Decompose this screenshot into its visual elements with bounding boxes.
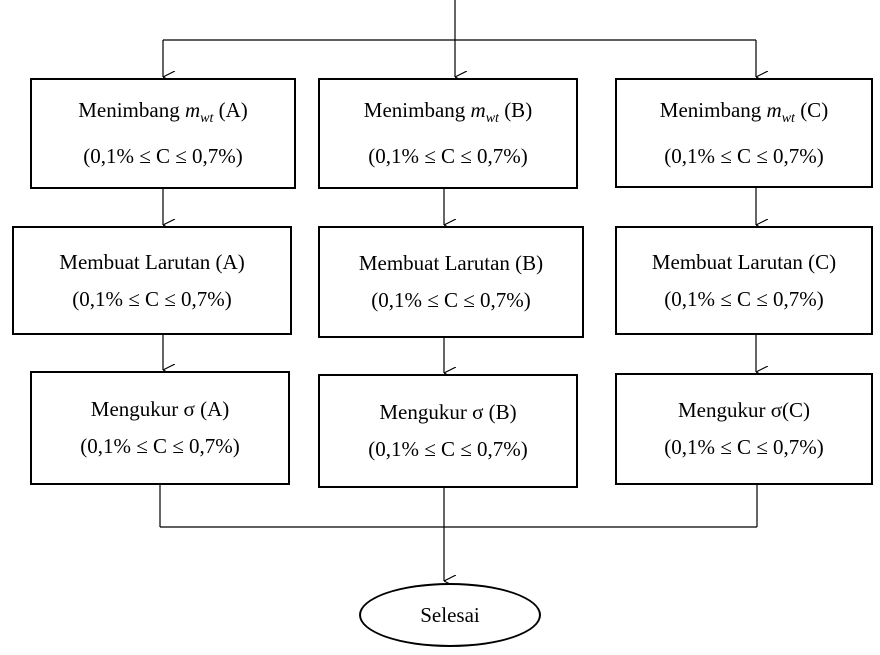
solution-box-b: Membuat Larutan (B) (0,1% ≤ C ≤ 0,7%) [318,226,584,338]
weigh-box-c: Menimbang mwt (C) (0,1% ≤ C ≤ 0,7%) [615,78,873,188]
solution-condition-a: (0,1% ≤ C ≤ 0,7%) [72,286,232,311]
measure-box-c: Mengukur σ(C) (0,1% ≤ C ≤ 0,7%) [615,373,873,485]
measure-box-b: Mengukur σ (B) (0,1% ≤ C ≤ 0,7%) [318,374,578,488]
end-label: Selesai [420,602,480,627]
weigh-condition-c: (0,1% ≤ C ≤ 0,7%) [664,143,824,168]
weigh-title-a: Menimbang mwt (A) [78,98,248,126]
weigh-condition-a: (0,1% ≤ C ≤ 0,7%) [83,144,243,168]
measure-condition-c: (0,1% ≤ C ≤ 0,7%) [664,435,824,459]
weigh-title-c: Menimbang mwt (C) [659,97,829,126]
solution-condition-b: (0,1% ≤ C ≤ 0,7%) [371,288,531,312]
measure-box-a: Mengukur σ (A) (0,1% ≤ C ≤ 0,7%) [30,371,290,485]
weigh-box-a: Menimbang mwt (A) (0,1% ≤ C ≤ 0,7%) [30,78,296,189]
measure-title-a: Mengukur σ (A) [90,397,230,421]
measure-condition-b: (0,1% ≤ C ≤ 0,7%) [368,437,528,461]
weigh-box-b: Menimbang mwt (B) (0,1% ≤ C ≤ 0,7%) [318,78,578,189]
measure-title-b: Mengukur σ (B) [379,400,517,424]
solution-box-c: Membuat Larutan (C) (0,1% ≤ C ≤ 0,7%) [615,226,873,335]
solution-condition-c: (0,1% ≤ C ≤ 0,7%) [664,286,824,311]
solution-box-a: Membuat Larutan (A) (0,1% ≤ C ≤ 0,7%) [12,226,292,335]
end-terminal: Selesai [359,583,541,647]
solution-title-c: Membuat Larutan (C) [651,249,837,274]
weigh-title-b: Menimbang mwt (B) [363,98,533,126]
solution-title-b: Membuat Larutan (B) [358,251,544,275]
weigh-condition-b: (0,1% ≤ C ≤ 0,7%) [368,144,528,168]
measure-title-c: Mengukur σ(C) [677,398,811,422]
solution-title-a: Membuat Larutan (A) [59,249,245,274]
measure-condition-a: (0,1% ≤ C ≤ 0,7%) [80,434,240,458]
